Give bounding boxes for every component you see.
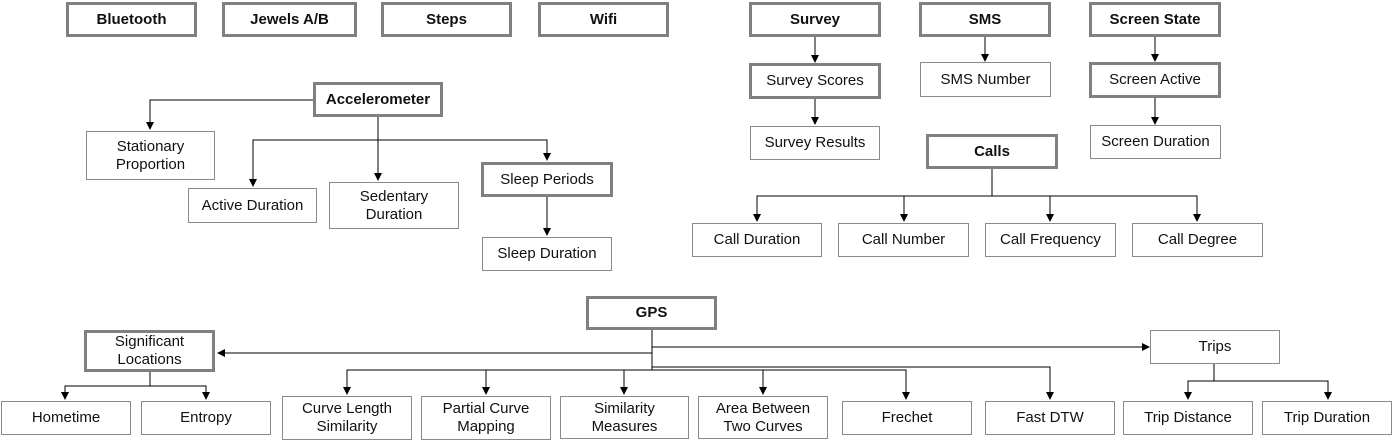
- screen-duration-node: Screen Duration: [1090, 125, 1221, 159]
- survey-scores-node: Survey Scores: [749, 63, 881, 99]
- trip-duration-node: Trip Duration: [1262, 401, 1392, 435]
- steps-node: Steps: [381, 2, 512, 37]
- call-duration-node: Call Duration: [692, 223, 822, 257]
- sleep-duration-node: Sleep Duration: [482, 237, 612, 271]
- active-duration-node: Active Duration: [188, 188, 317, 223]
- wifi-node: Wifi: [538, 2, 669, 37]
- sleep-periods-node: Sleep Periods: [481, 162, 613, 197]
- bluetooth-node: Bluetooth: [66, 2, 197, 37]
- accelerometer-node: Accelerometer: [313, 82, 443, 117]
- jewels-ab-node: Jewels A/B: [222, 2, 357, 37]
- survey-results-node: Survey Results: [750, 126, 880, 160]
- fast-dtw-node: Fast DTW: [985, 401, 1115, 435]
- call-number-node: Call Number: [838, 223, 969, 257]
- partial-curve-mapping-node: Partial Curve Mapping: [421, 396, 551, 440]
- significant-locations-node: Significant Locations: [84, 330, 215, 372]
- trips-node: Trips: [1150, 330, 1280, 364]
- screen-active-node: Screen Active: [1089, 62, 1221, 98]
- hometime-node: Hometime: [1, 401, 131, 435]
- entropy-node: Entropy: [141, 401, 271, 435]
- curve-length-similarity-node: Curve Length Similarity: [282, 396, 412, 440]
- sms-number-node: SMS Number: [920, 62, 1051, 97]
- gps-node: GPS: [586, 296, 717, 330]
- sms-node: SMS: [919, 2, 1051, 37]
- calls-node: Calls: [926, 134, 1058, 169]
- similarity-measures-node: Similarity Measures: [560, 396, 689, 439]
- call-frequency-node: Call Frequency: [985, 223, 1116, 257]
- screen-state-node: Screen State: [1089, 2, 1221, 37]
- trip-distance-node: Trip Distance: [1123, 401, 1253, 435]
- call-degree-node: Call Degree: [1132, 223, 1263, 257]
- sedentary-duration-node: Sedentary Duration: [329, 182, 459, 229]
- stationary-proportion-node: Stationary Proportion: [86, 131, 215, 180]
- survey-node: Survey: [749, 2, 881, 37]
- frechet-node: Frechet: [842, 401, 972, 435]
- area-between-two-curves-node: Area Between Two Curves: [698, 396, 828, 439]
